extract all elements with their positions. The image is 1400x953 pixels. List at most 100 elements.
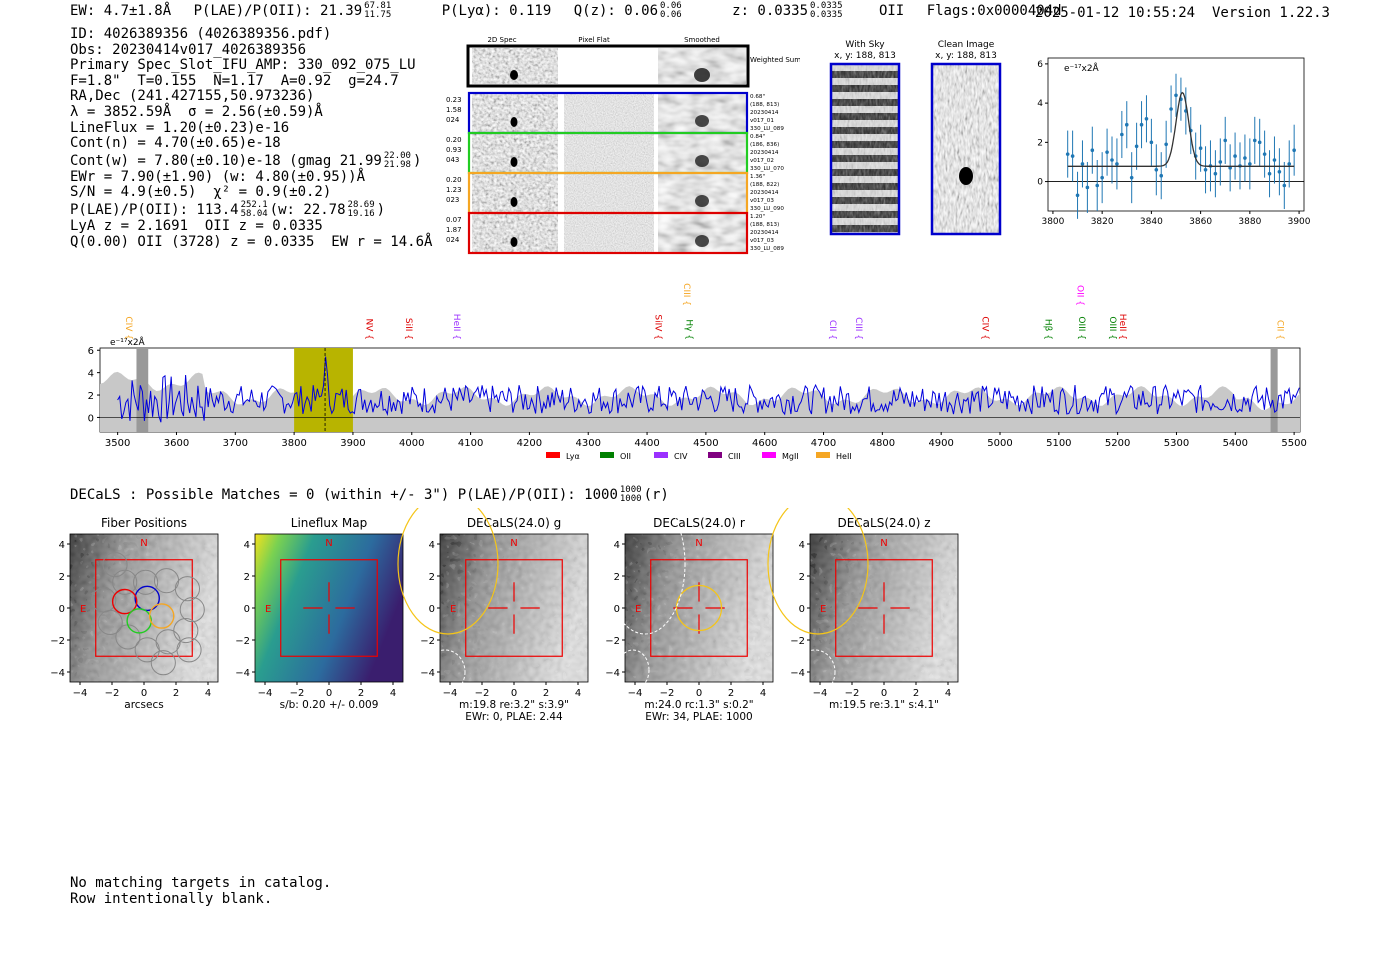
z-value: z: 0.0335 0.0335 0.0335 OII <box>732 1 905 20</box>
panel-xtick-label: 2 <box>913 688 919 699</box>
panel-ytick-label: −4 <box>50 668 65 679</box>
panel-caption: m:24.0 rc:1.3" s:0.2" <box>644 699 753 711</box>
panel-ytick-label: −2 <box>235 636 250 647</box>
cutout-row-4-right-5: 330_LU_089 <box>750 246 784 252</box>
cutout-row-2-left-2: 0.93 <box>446 146 462 154</box>
compass-n: N <box>510 538 517 549</box>
compass-e: E <box>80 604 86 615</box>
panel-ytick-label: −2 <box>420 636 435 647</box>
legend-swatch <box>708 452 722 458</box>
panel-xtick-label: 0 <box>326 688 332 699</box>
panel-xtick-label: −4 <box>258 688 273 699</box>
fit-xtick-label: 3860 <box>1189 217 1212 227</box>
spectrum-xtick-label: 3600 <box>164 438 189 449</box>
legend-label: HeII <box>836 452 852 461</box>
line-label: HeII { <box>451 314 461 340</box>
info-obs: Obs: 20230414v017_4026389356 <box>70 41 307 58</box>
fit-point <box>1159 173 1164 178</box>
spectrum-xtick-label: 5100 <box>1046 438 1071 449</box>
spectra-cutouts: 2D Spec Pixel Flat Smoothed Weighted Sum… <box>446 36 800 255</box>
fiber-circle <box>91 587 117 613</box>
fit-point <box>1218 160 1223 164</box>
info-id: ID: 4026389356 (4026389356.pdf) <box>70 26 332 42</box>
panel-xtick-label: −2 <box>475 688 490 699</box>
fit-unit-label: e⁻¹⁷x2Å <box>1064 62 1100 74</box>
panel-ytick-label: 0 <box>614 604 620 615</box>
info-plae: P(LAE)/P(OII): 113.4 252.1 58.04 (w: 22.78 2… <box>70 199 386 219</box>
compass-n: N <box>140 538 147 549</box>
cutout-row-3: 0.20 1.23 023 1.36" (188, 822) 20230414 v017_0… <box>446 171 784 215</box>
decals-summary: DECaLS : Possible Matches = 0 (within +/… <box>70 485 669 504</box>
fit-point <box>1134 144 1139 149</box>
cutout-row-1-left-2: 1.58 <box>446 106 462 114</box>
fit-point <box>1085 185 1090 190</box>
cutout-row-4-left-1: 0.07 <box>446 216 462 224</box>
panel-ytick-label: 2 <box>244 572 250 583</box>
panel-caption: arcsecs <box>124 699 163 711</box>
fit-xtick-label: 3820 <box>1091 217 1114 227</box>
spectrum-xtick-label: 3800 <box>281 438 306 449</box>
primary-fiber-circle <box>111 588 138 615</box>
panel-ytick-label: −2 <box>50 636 65 647</box>
search-box <box>95 559 193 657</box>
spectrum-ytick-label: 6 <box>88 346 94 357</box>
panel-fiber: Fiber Positions N E −4 −4 −2 −2 0 0 2 2 4 4 arcsecs <box>50 516 219 711</box>
cutout-row-2-right-4: v017_02 <box>750 158 774 164</box>
panel-xtick-label: 0 <box>881 688 887 699</box>
info-lya: LyA z = 2.1691 OII z = 0.0335 <box>70 217 323 234</box>
panel-ytick-label: 2 <box>799 572 805 583</box>
fit-point <box>1213 171 1218 176</box>
flags-value: Flags:0x0000404d <box>926 3 1062 19</box>
info-q: Q(0.00) OII (3728) z = 0.0335 EW r = 14.… <box>70 233 433 250</box>
panel-ytick-label: 2 <box>614 572 620 583</box>
neighbor-ellipse <box>604 508 686 635</box>
timestamp-version: 2025-01-12 10:55:24 Version 1.22.3 <box>1035 5 1330 21</box>
cutout-row-2-right-1: 0.84" <box>750 134 765 140</box>
cutout-row-1-right-1: 0.68" <box>750 94 765 100</box>
panel-xtick-label: 4 <box>390 688 396 699</box>
panel-image-noise <box>625 534 773 682</box>
spectrum-xtick-label: 3500 <box>105 438 130 449</box>
spectrum-xtick-label: 4400 <box>634 438 659 449</box>
fit-point <box>1233 154 1237 158</box>
fit-point <box>1257 140 1262 145</box>
cutout-row-2-left-3: 043 <box>446 156 459 164</box>
fit-point <box>1169 107 1173 111</box>
fit-ytick-label: 4 <box>1037 99 1043 109</box>
legend-label: CIV <box>674 452 688 461</box>
cutout-row-3-left-3: 023 <box>446 196 459 204</box>
spectrum-xtick-label: 5000 <box>987 438 1012 449</box>
info-contw: Cont(w) = 7.80(±0.10)e-18 (gmag 21.99 22.… <box>70 150 422 170</box>
spectrum-xtick-label: 4100 <box>458 438 483 449</box>
panel-title: DECaLS(24.0) r <box>653 516 745 530</box>
panel-caption: EWr: 34, PLAE: 1000 <box>645 711 752 723</box>
fiber-circle <box>102 552 128 578</box>
cutout-row-1: 0.23 1.58 024 0.68" (188, 813) 20230414 v017_0… <box>446 91 784 135</box>
fit-point <box>1070 154 1075 158</box>
info-radec: RA,Dec (241.427155,50.973236) <box>70 88 315 105</box>
fit-point <box>1065 152 1070 156</box>
detection-info: ID: 4026389356 (4026389356.pdf) Obs: 2023… <box>70 26 433 250</box>
cutout-row-3-left-2: 1.23 <box>446 186 462 194</box>
spectrum-ytick-label: 0 <box>88 413 94 424</box>
masked-band <box>1270 348 1278 432</box>
with-sky-title: With Sky <box>845 40 885 50</box>
panel-xtick-label: 0 <box>696 688 702 699</box>
clean-image-title: Clean Image <box>938 40 995 50</box>
version: Version 1.22.3 <box>1211 5 1330 21</box>
panel-xtick-label: 4 <box>760 688 766 699</box>
fit-point <box>1149 140 1154 145</box>
panel-ytick-label: −4 <box>605 668 620 679</box>
primary-fiber-circle <box>148 603 175 629</box>
panel-xtick-label: −4 <box>443 688 458 699</box>
panel-ytick-label: −4 <box>420 668 435 679</box>
cutout-row-4-right-2: (188, 813) <box>750 222 779 228</box>
line-label: OIII { <box>1076 316 1086 340</box>
panel-image-noise <box>440 534 588 682</box>
neighbor-ellipse <box>424 649 466 695</box>
fit-point <box>1262 152 1267 156</box>
panel-image <box>255 534 403 682</box>
fiber-circle <box>134 637 160 663</box>
note-line-2: Row intentionally blank. <box>70 890 273 907</box>
spectrum-line <box>117 356 1300 423</box>
